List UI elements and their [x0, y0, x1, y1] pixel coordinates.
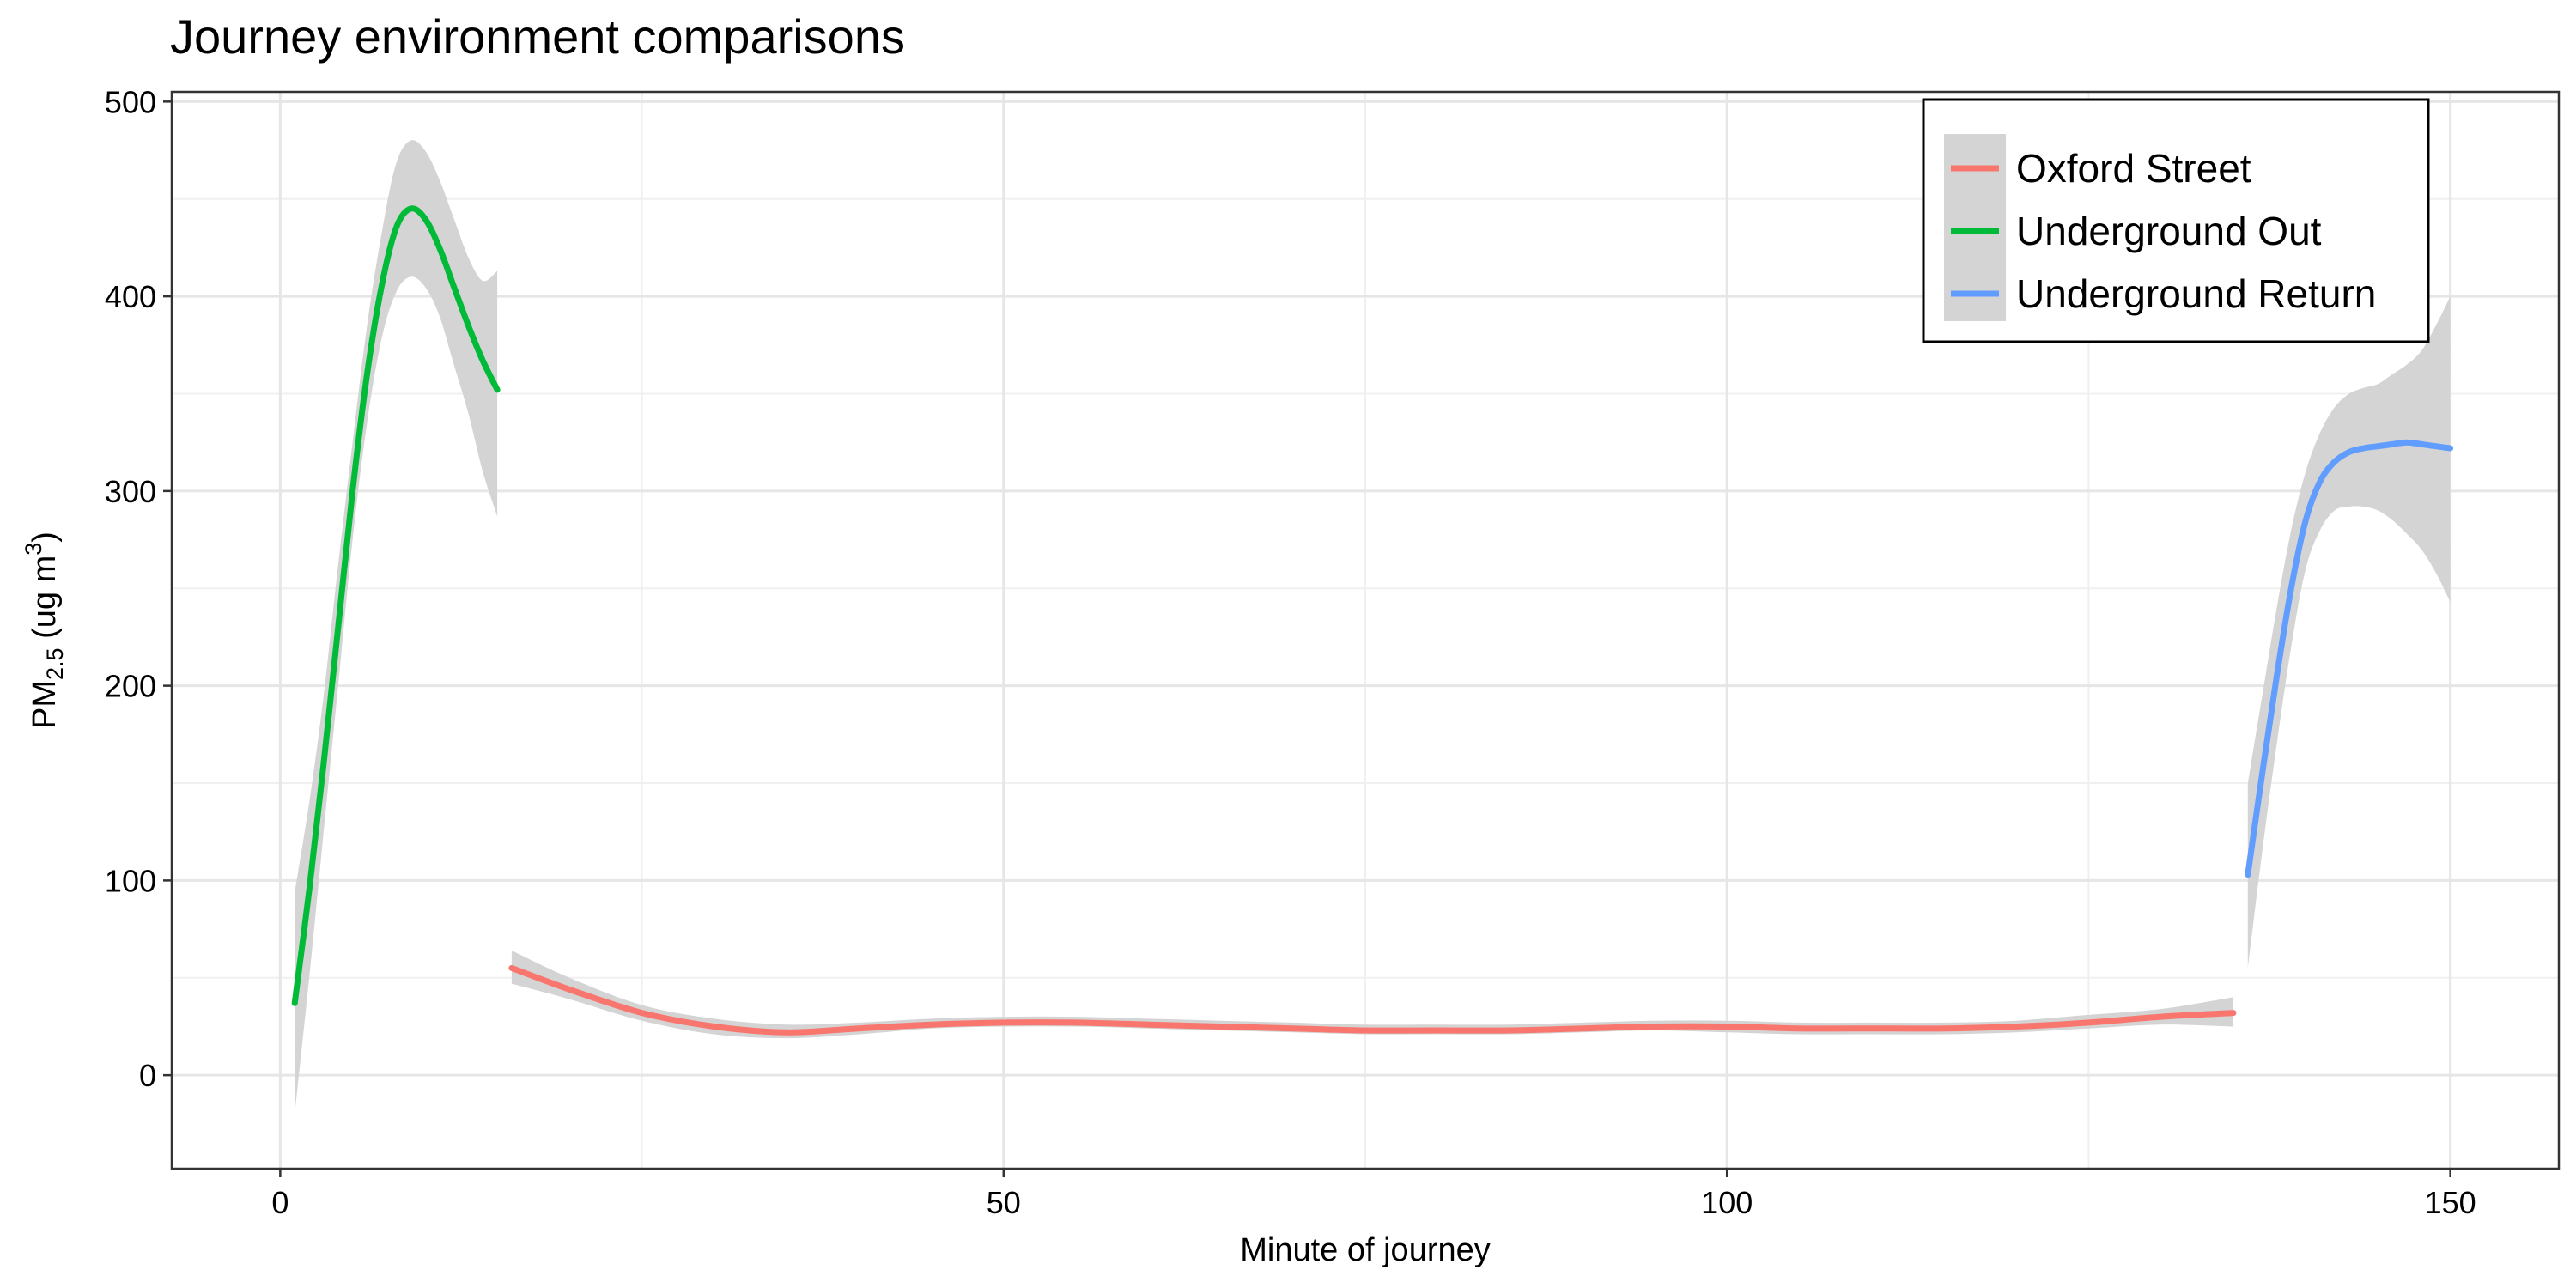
- legend: Oxford Street Underground Out Underground …: [1922, 98, 2430, 343]
- y-axis: 0 100 200 300 400 500: [105, 84, 172, 1093]
- y-axis-label-unit-close: ): [27, 532, 63, 543]
- x-tick-label: 100: [1701, 1185, 1753, 1220]
- x-tick-label: 50: [987, 1185, 1021, 1220]
- grid-major: [172, 92, 2559, 1169]
- series-line-0: [508, 964, 2237, 1036]
- legend-label-1: Underground Out: [2016, 209, 2322, 253]
- series-line-1: [291, 205, 501, 1006]
- x-tick-label: 150: [2425, 1185, 2476, 1220]
- y-tick-label: 100: [105, 863, 156, 898]
- y-axis-label-subscript: 2.5: [42, 647, 68, 680]
- x-axis: 0 50 100 150: [271, 1169, 2476, 1220]
- confidence-band-2: [2247, 296, 2451, 969]
- chart-title: Journey environment comparisons: [170, 9, 905, 64]
- y-axis-label-unit-open: (ug m: [27, 556, 63, 648]
- x-axis-label: Minute of journey: [1240, 1232, 1491, 1268]
- y-axis-label-superscript: 3: [21, 543, 46, 556]
- y-tick-label: 400: [105, 279, 156, 314]
- y-tick-label: 300: [105, 474, 156, 509]
- legend-box: [1922, 98, 2430, 343]
- y-tick-label: 200: [105, 669, 156, 704]
- y-axis-label-prefix: PM: [27, 680, 63, 729]
- x-tick-label: 0: [271, 1185, 289, 1220]
- series-line-2: [2245, 439, 2454, 878]
- y-axis-label: PM2.5 (ug m3): [21, 532, 68, 729]
- legend-label-0: Oxford Street: [2016, 146, 2251, 191]
- confidence-band-0: [511, 951, 2233, 1039]
- y-tick-label: 0: [139, 1058, 156, 1093]
- y-tick-label: 500: [105, 84, 156, 119]
- plot-border: [170, 90, 2561, 1170]
- legend-label-2: Underground Return: [2016, 271, 2376, 316]
- series-lines: [291, 205, 2454, 1036]
- legend-key-background: [1944, 134, 2006, 321]
